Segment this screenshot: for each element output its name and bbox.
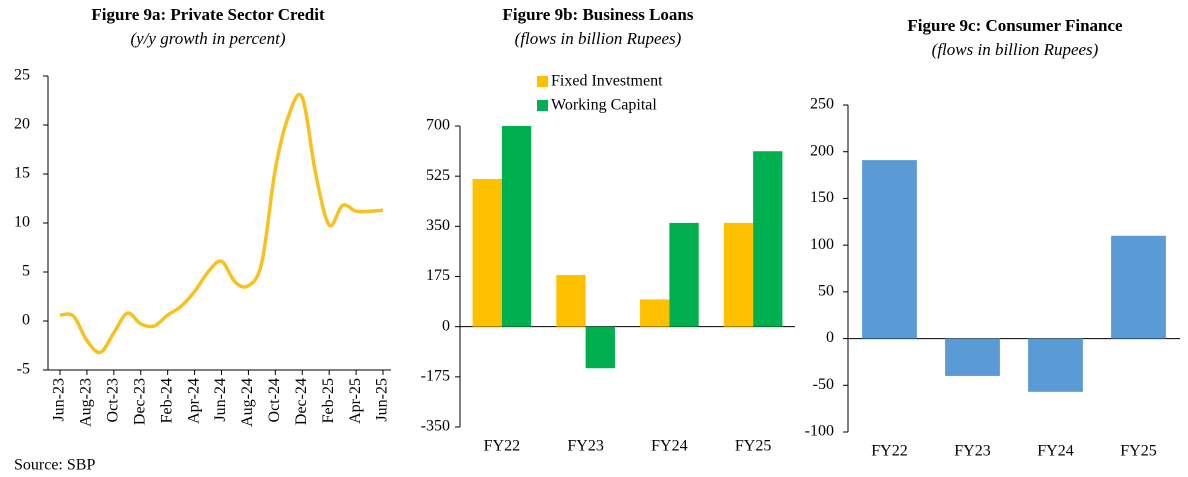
y-tick-label: 525 xyxy=(426,167,450,184)
bar xyxy=(640,299,670,327)
chart-title: Figure 9b: Business Loans xyxy=(503,5,694,24)
x-tick-label: FY24 xyxy=(651,438,687,455)
x-tick-label: Oct-24 xyxy=(266,378,283,422)
bar xyxy=(753,151,783,327)
bar xyxy=(1111,235,1166,339)
y-tick-label: -100 xyxy=(805,423,834,440)
y-tick-label: -350 xyxy=(421,418,450,435)
y-tick-label: 50 xyxy=(818,283,834,300)
chart-title: Figure 9c: Consumer Finance xyxy=(907,16,1123,35)
x-tick-label: Aug-23 xyxy=(78,378,95,427)
y-tick-label: 200 xyxy=(810,142,834,159)
bar xyxy=(669,222,699,327)
bar xyxy=(862,160,917,339)
y-tick-label: -175 xyxy=(421,368,450,385)
chart-subtitle: (flows in billion Rupees) xyxy=(515,29,682,48)
y-tick-label: -50 xyxy=(813,376,834,393)
x-tick-label: Apr-25 xyxy=(347,378,364,424)
y-tick-label: 150 xyxy=(810,189,834,206)
x-tick-label: FY22 xyxy=(484,438,520,455)
legend-label: Working Capital xyxy=(551,97,657,114)
y-tick-label: 0 xyxy=(826,329,834,346)
bar xyxy=(501,126,532,327)
x-tick-label: FY23 xyxy=(954,443,990,460)
x-tick-label: Oct-23 xyxy=(105,378,122,422)
source-note: Source: SBP xyxy=(14,457,95,474)
y-tick-label: 10 xyxy=(14,214,30,231)
y-tick-label: 20 xyxy=(14,116,30,133)
legend-label: Fixed Investment xyxy=(551,73,663,90)
x-tick-label: Dec-23 xyxy=(131,378,148,425)
x-tick-label: FY23 xyxy=(567,438,603,455)
x-tick-label: FY22 xyxy=(871,443,907,460)
y-tick-label: 15 xyxy=(14,165,30,182)
legend-swatch xyxy=(537,100,548,111)
x-tick-label: Aug-24 xyxy=(239,378,256,427)
y-tick-label: 0 xyxy=(22,312,30,329)
y-tick-label: 175 xyxy=(426,267,450,284)
legend-swatch xyxy=(537,76,548,87)
bar xyxy=(945,338,1000,376)
bar xyxy=(585,326,615,369)
chart-title: Figure 9a: Private Sector Credit xyxy=(91,5,325,24)
x-tick-label: Jun-25 xyxy=(374,378,391,422)
y-tick-label: 25 xyxy=(14,67,30,84)
bar xyxy=(723,222,754,327)
x-tick-label: FY25 xyxy=(1120,443,1156,460)
line xyxy=(59,92,384,355)
x-tick-label: FY24 xyxy=(1037,443,1073,460)
bar xyxy=(472,179,502,327)
x-tick-label: Feb-25 xyxy=(320,378,337,423)
y-tick-label: 700 xyxy=(426,117,450,134)
x-tick-label: Feb-24 xyxy=(158,378,175,423)
bar xyxy=(1028,338,1083,392)
chart-subtitle: (flows in billion Rupees) xyxy=(932,40,1099,59)
bar xyxy=(556,275,586,327)
y-tick-label: 350 xyxy=(426,217,450,234)
y-tick-label: 250 xyxy=(810,96,834,113)
y-tick-label: 5 xyxy=(22,263,30,280)
x-tick-label: Dec-24 xyxy=(293,378,310,425)
x-tick-label: Apr-24 xyxy=(185,378,202,424)
x-tick-label: FY25 xyxy=(735,438,771,455)
x-tick-label: Jun-24 xyxy=(212,378,229,422)
chart-subtitle: (y/y growth in percent) xyxy=(130,29,285,48)
y-tick-label: -5 xyxy=(17,361,30,378)
x-tick-label: Jun-23 xyxy=(51,378,68,422)
y-tick-label: 0 xyxy=(442,317,450,334)
y-tick-label: 100 xyxy=(810,236,834,253)
